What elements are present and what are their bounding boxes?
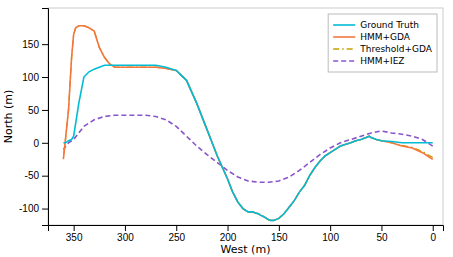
tick-mark [279,225,280,231]
legend-label: Ground Truth [360,20,419,30]
tick-mark [381,225,382,231]
tick-mark [125,225,126,231]
tick-mark [42,110,48,111]
x-axis-title: West (m) [221,243,271,256]
legend-label: HMM+IEZ [360,56,404,66]
tick-mark [176,225,177,231]
legend-swatch [333,36,355,38]
tick: 100 [322,225,339,243]
tick: 350 [66,225,83,243]
tick-label: 0 [33,138,39,149]
tick-label: 100 [322,232,339,243]
tick-label: -50 [25,170,40,181]
tick: 100 [22,72,48,83]
legend-label: HMM+GDA [360,32,411,42]
tick: 150 [271,225,288,243]
x-axis: 350 300 250 200 150 100 50 0 [49,225,444,243]
tick-label: 200 [220,232,237,243]
tick-mark [74,225,75,231]
tick-label: 250 [168,232,185,243]
tick-label: 150 [22,39,39,50]
tick-label: -100 [19,203,39,214]
tick: 0 [33,138,48,149]
tick-label: 300 [117,232,134,243]
tick: 50 [28,105,48,116]
tick: 50 [376,225,388,243]
tick: 0 [430,225,436,243]
legend-label: Threshold+GDA [359,44,433,54]
tick-mark [42,77,48,78]
tick-mark [228,225,229,231]
tick-label: 50 [28,105,40,116]
legend: Ground Truth HMM+GDA Threshold+GDA HMM+IEZ [328,14,437,72]
tick-mark [42,209,48,210]
tick: -100 [19,203,48,214]
series-line [63,65,432,220]
tick: 150 [22,39,48,50]
tick-label: 0 [430,232,436,243]
legend-swatch [333,60,355,62]
tick-mark [42,176,48,177]
tick-mark [42,44,48,45]
y-axis-title: North (m) [2,90,15,144]
tick-mark [330,225,331,231]
legend-swatch [333,24,355,26]
tick-label: 100 [22,72,39,83]
axis-domain [42,9,49,226]
plot-frame [48,8,443,225]
tick-label: 350 [66,232,83,243]
tick-label: 150 [271,232,288,243]
series-line [63,115,432,182]
y-axis: -100 -50 0 50 100 150 [19,9,49,226]
axis-domain [49,226,444,232]
legend-swatch [333,48,355,49]
tick-mark [433,225,434,231]
tick: -50 [25,170,48,181]
tick: 200 [220,225,237,243]
tick-label: 50 [376,232,388,243]
tick-mark [42,143,48,144]
legend-box [328,14,437,72]
tick: 250 [168,225,185,243]
chart: 350300250200150100500-100-50050100150Wes… [0,0,453,257]
tick: 300 [117,225,134,243]
